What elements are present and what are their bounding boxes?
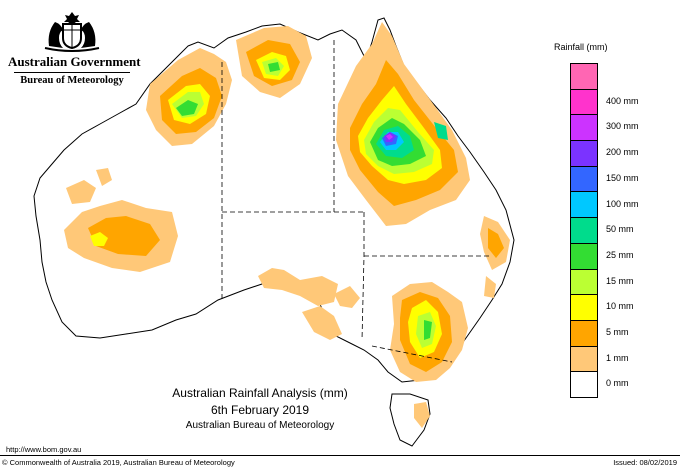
- bureau-name: Bureau of Meteorology: [20, 75, 124, 86]
- legend-label: 100 mm: [606, 198, 639, 209]
- government-logo: Australian Government Bureau of Meteorol…: [8, 10, 141, 86]
- legend-label: 25 mm: [606, 249, 634, 260]
- legend-label: 150 mm: [606, 172, 639, 183]
- legend-label: 300 mm: [606, 121, 639, 132]
- issued-date: Issued: 08/02/2019: [613, 458, 677, 467]
- legend-swatch: [570, 63, 598, 90]
- legend-swatch: [570, 165, 598, 193]
- legend-label: 1 mm: [606, 352, 629, 363]
- rainfall-legend: Rainfall (mm) 400 mm 300 mm 200 mm 150 mm 10…: [540, 42, 670, 398]
- legend-title: Rainfall (mm): [554, 42, 608, 52]
- caption-date: 6th February 2019: [210, 403, 310, 417]
- rainfall-map: [33, 17, 515, 447]
- legend-swatch: [570, 294, 598, 321]
- coat-of-arms-icon: [44, 12, 100, 52]
- legend-scale: 400 mm 300 mm 200 mm 150 mm 100 mm 50 mm 25 mm…: [570, 63, 670, 398]
- legend-label: 400 mm: [606, 95, 639, 106]
- legend-swatch: [570, 345, 598, 373]
- state-borders: [221, 40, 492, 363]
- legend-label: 200 mm: [606, 147, 639, 158]
- legend-swatch: [570, 319, 598, 347]
- copyright-notice: © Commonwealth of Australia 2019, Austra…: [2, 458, 235, 467]
- legend-label: 15 mm: [606, 275, 634, 286]
- legend-swatch: [570, 191, 598, 219]
- legend-swatch: [570, 371, 598, 398]
- legend-swatch: [570, 242, 598, 270]
- government-name: Australian Government: [8, 54, 141, 69]
- legend-swatch: [570, 88, 598, 116]
- caption-source: Australian Bureau of Meteorology: [185, 420, 335, 431]
- legend-label: 0 mm: [606, 378, 629, 389]
- legend-swatch: [570, 268, 598, 296]
- footer-divider: [0, 455, 680, 456]
- legend-swatch: [570, 217, 598, 244]
- legend-label: 50 mm: [606, 224, 634, 235]
- caption-title: Australian Rainfall Analysis (mm): [172, 386, 348, 400]
- rainfall-300mm-areas: [386, 134, 393, 140]
- map-caption: Australian Rainfall Analysis (mm) 6th Fe…: [130, 386, 390, 431]
- logo-divider: [14, 72, 130, 73]
- legend-label: 10 mm: [606, 301, 634, 312]
- legend-label: 5 mm: [606, 327, 629, 337]
- website-link[interactable]: http://www.bom.gov.au: [6, 445, 82, 454]
- legend-swatch: [570, 114, 598, 142]
- legend-swatch: [570, 140, 598, 167]
